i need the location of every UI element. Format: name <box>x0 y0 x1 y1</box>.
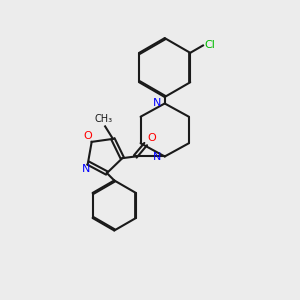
Text: O: O <box>84 131 92 141</box>
Text: Cl: Cl <box>204 40 215 50</box>
Text: N: N <box>152 152 161 162</box>
Text: N: N <box>81 164 90 174</box>
Text: O: O <box>147 133 156 142</box>
Text: N: N <box>152 98 161 108</box>
Text: CH₃: CH₃ <box>94 114 113 124</box>
